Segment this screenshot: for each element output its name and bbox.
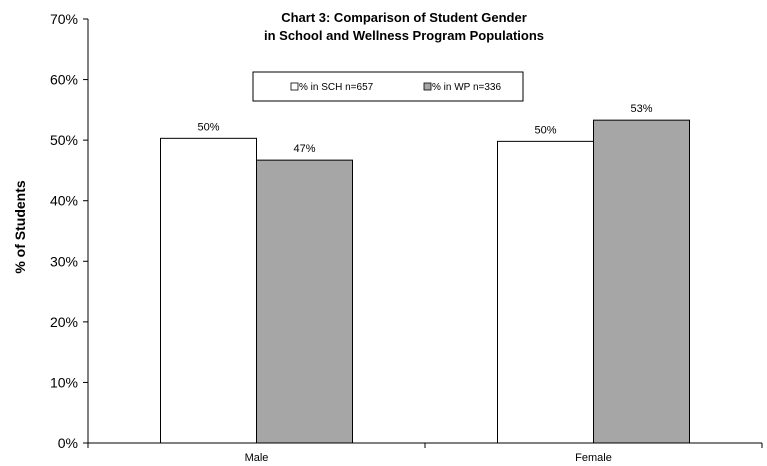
chart-title: Chart 3: Comparison of Student Gender in… xyxy=(264,10,544,43)
x-category-label: Female xyxy=(575,452,612,464)
y-tick-label: 30% xyxy=(50,253,78,269)
bars-layer xyxy=(160,119,690,444)
chart-title-line-2: in School and Wellness Program Populatio… xyxy=(264,28,544,43)
y-tick-label: 40% xyxy=(50,193,78,209)
legend-label-sch: % in SCH n=657 xyxy=(299,82,374,93)
x-axis: Male Female xyxy=(87,442,763,464)
y-tick-label: 20% xyxy=(50,314,78,330)
y-tick-label: 10% xyxy=(50,374,78,390)
x-category-label: Male xyxy=(245,452,269,464)
y-tick-label: 60% xyxy=(50,72,78,88)
data-label: 50% xyxy=(197,121,219,133)
data-label: 47% xyxy=(293,143,315,155)
data-label: 50% xyxy=(534,124,556,136)
legend-swatch-sch xyxy=(290,82,299,91)
bar-wp-female xyxy=(593,119,690,444)
y-tick-label: 70% xyxy=(50,11,78,27)
bar-wp-male xyxy=(256,159,353,444)
data-labels-layer: 50% 47% 50% 53% xyxy=(197,103,652,155)
legend: % in SCH n=657 % in WP n=336 xyxy=(252,71,524,102)
chart-title-line-1: Chart 3: Comparison of Student Gender xyxy=(281,10,527,25)
y-axis: 0% 10% 20% 30% 40% 50% 60% 70% xyxy=(50,11,89,451)
legend-label-wp: % in WP n=336 xyxy=(432,82,501,93)
bar-sch-female xyxy=(497,140,594,444)
legend-swatch-wp xyxy=(423,82,432,91)
bar-sch-male xyxy=(160,137,257,444)
y-axis-label: % of Students xyxy=(12,180,28,274)
data-label: 53% xyxy=(630,103,652,115)
y-tick-label: 0% xyxy=(58,435,78,451)
y-tick-label: 50% xyxy=(50,132,78,148)
